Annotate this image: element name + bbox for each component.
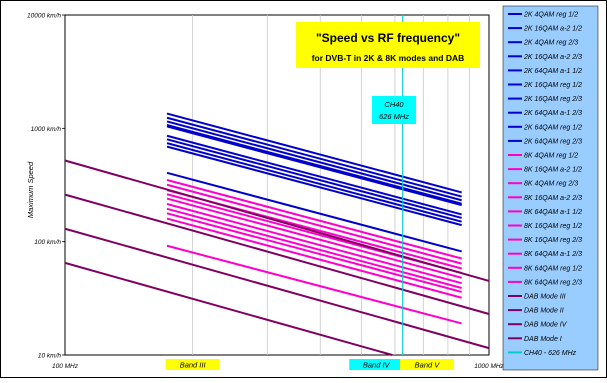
legend-item: DAB Mode III	[524, 294, 566, 301]
y-tick-label: 100 km/h	[34, 239, 61, 246]
legend-item: 8K 4QAM reg 2/3	[524, 181, 578, 188]
band-label: Band V	[415, 361, 441, 370]
legend-item: 2K 4QAM reg 2/3	[523, 40, 578, 47]
legend-item: DAB Mode I	[524, 336, 562, 343]
legend-item: 8K 64QAM reg 1/2	[524, 265, 582, 272]
band-label: Band IV	[363, 361, 391, 370]
band-label: Band III	[180, 361, 206, 370]
series-line-10	[166, 171, 462, 253]
series-line-5	[166, 125, 462, 207]
legend: 2K 4QAM reg 1/2 2K 16QAM a-2 1/2 2K 4QAM r…	[508, 12, 582, 357]
legend-item: 2K 64QAM reg 1/2	[523, 124, 582, 131]
series-line-23	[64, 227, 490, 350]
series-line-4	[166, 124, 462, 205]
band-box	[399, 359, 454, 370]
x-tick-label: 1000 MHz	[474, 363, 504, 370]
chart-subtitle: for DVB-T in 2K & 8K modes and DAB	[312, 53, 465, 63]
y-tick-label: 1000 km/h	[31, 126, 62, 133]
y-axis-title: Maximum Speed	[26, 161, 35, 218]
ch40-annotation-line1: CH40	[384, 100, 404, 109]
series-line-6	[166, 134, 462, 216]
series-line-9	[166, 145, 462, 227]
series-line-8	[166, 142, 462, 223]
legend-item: 2K 4QAM reg 1/2	[523, 12, 578, 19]
ch40-annotation-line2: 626 MHz	[379, 112, 409, 121]
title-box	[296, 22, 480, 68]
y-tick-label: 10000 km/h	[27, 13, 61, 20]
band-box	[349, 359, 404, 370]
series-line-15	[166, 197, 462, 279]
series-line-24	[64, 261, 393, 356]
legend-item: CH40 - 626 MHz	[524, 350, 577, 357]
legend-item: 2K 16QAM a-2 2/3	[523, 54, 582, 61]
legend-item: 2K 16QAM a-2 1/2	[523, 26, 582, 33]
series-line-19	[166, 217, 462, 299]
legend-item: 8K 64QAM a-1 2/3	[524, 251, 582, 258]
series-line-1	[166, 112, 462, 194]
legend-item: 2K 16QAM reg 1/2	[523, 82, 582, 89]
legend-item: 8K 64QAM reg 2/3	[524, 279, 582, 286]
legend-item: DAB Mode IV	[524, 322, 568, 329]
series-line-7	[166, 138, 462, 219]
legend-item: 8K 64QAM a-1 1/2	[524, 209, 582, 216]
y-tick-label: 10 km/h	[38, 353, 62, 360]
series-line-18	[166, 212, 462, 293]
chart-title: "Speed vs RF frequency"	[316, 31, 460, 45]
series-line-20	[166, 244, 462, 325]
series-line-12	[166, 183, 462, 265]
series-line-11	[166, 179, 462, 260]
series-line-22	[64, 193, 490, 315]
legend-item: 2K 64QAM a-1 2/3	[523, 110, 582, 117]
axis-layer: 10 km/h 100 km/h 1000 km/h 10000 km/h 100 MH…	[27, 13, 505, 371]
series-line-16	[166, 203, 462, 285]
series-line-21	[64, 159, 490, 282]
legend-item: 2K 64QAM reg 2/3	[523, 138, 582, 145]
ch40-annotation-box	[372, 96, 416, 124]
series-line-17	[166, 207, 462, 289]
legend-item: DAB Mode II	[524, 308, 564, 315]
band-box	[165, 359, 220, 370]
band-layer: Band III Band IV Band V	[165, 359, 454, 370]
legend-item: 8K 16QAM reg 2/3	[524, 237, 582, 244]
series-layer	[64, 15, 490, 356]
x-tick-label: 100 MHz	[52, 363, 79, 370]
legend-item: 8K 4QAM reg 1/2	[524, 153, 578, 160]
legend-item: 8K 16QAM reg 1/2	[524, 223, 582, 230]
series-line-3	[166, 120, 462, 202]
legend-item: 8K 16QAM a-2 2/3	[524, 195, 582, 202]
legend-item: 8K 16QAM a-2 1/2	[524, 167, 582, 174]
series-line-2	[166, 116, 462, 198]
legend-item: 2K 64QAM a-1 1/2	[523, 68, 582, 75]
legend-item: 2K 16QAM reg 2/3	[523, 96, 582, 103]
